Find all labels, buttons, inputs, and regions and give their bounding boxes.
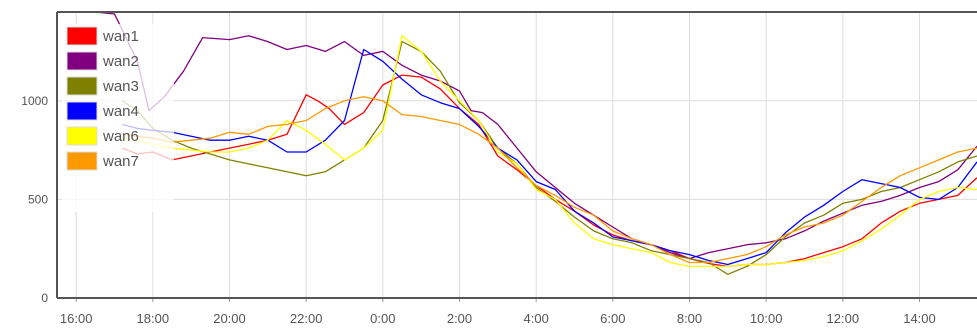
x-tick-label: 8:00: [677, 311, 702, 326]
y-tick-label: 0: [41, 291, 48, 305]
series-line-wan7: [122, 96, 977, 264]
legend-swatch-wan2: [66, 51, 98, 71]
legend-swatch-wan6: [66, 126, 98, 146]
axes: 16:00 18:00 20:00 22:00 0:00 2:00 4:00 6:00 8:00…: [21, 11, 977, 326]
legend-swatch-wan3: [66, 76, 98, 96]
legend-swatch-wan7: [66, 151, 98, 171]
y-tick-label: 1000: [21, 94, 48, 108]
series-line-wan6: [122, 35, 977, 268]
legend-label-wan7: wan7: [102, 153, 139, 170]
legend-label-wan4: wan4: [102, 103, 139, 120]
x-tick-label: 14:00: [903, 311, 936, 326]
series-line-wan4: [122, 48, 977, 266]
series-group: [95, 11, 977, 275]
x-tick-label: 4:00: [524, 311, 549, 326]
y-tick-label: 500: [28, 192, 48, 206]
x-tick-label: 10:00: [750, 311, 783, 326]
x-tick-label: 20:00: [213, 311, 246, 326]
series-line-wan2: [95, 11, 977, 260]
x-tick-label: 12:00: [827, 311, 860, 326]
legend-swatch-wan1: [66, 26, 98, 46]
x-tick-label: 6:00: [600, 311, 625, 326]
legend-label-wan2: wan2: [102, 53, 139, 70]
legend: wan1 wan2 wan3 wan4 wan6 wan7: [62, 24, 174, 212]
legend-label-wan1: wan1: [102, 28, 139, 45]
x-tick-label: 2:00: [447, 311, 472, 326]
x-tick-label: 22:00: [290, 311, 323, 326]
x-tick-label: 16:00: [60, 311, 93, 326]
x-tick-label: 18:00: [137, 311, 170, 326]
legend-swatch-wan4: [66, 101, 98, 121]
legend-label-wan3: wan3: [102, 78, 139, 95]
x-tick-label: 0:00: [370, 311, 395, 326]
legend-label-wan6: wan6: [102, 128, 139, 145]
